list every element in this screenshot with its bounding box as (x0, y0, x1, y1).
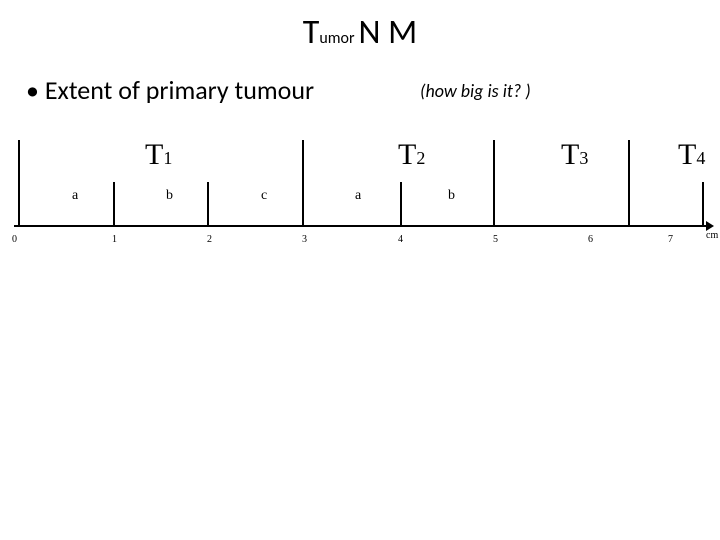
t-label-small: 4 (696, 148, 705, 168)
sub-label-3: a (355, 188, 361, 204)
axis-number-7: 7 (668, 234, 673, 245)
t-label-small: 1 (163, 148, 172, 168)
t-label-3: T3 (561, 138, 588, 172)
axis-number-4: 4 (398, 234, 403, 245)
tick-minor-0 (113, 182, 115, 225)
axis-line (14, 225, 707, 227)
sub-label-4: b (448, 188, 455, 204)
title-t: T (303, 12, 320, 53)
axis-number-1: 1 (112, 234, 117, 245)
sub-label-0: a (72, 188, 78, 204)
axis-number-5: 5 (493, 234, 498, 245)
t-label-small: 3 (579, 148, 588, 168)
tick-major-1 (302, 140, 304, 225)
how-big-text: (how big is it? ) (420, 80, 531, 102)
tick-major-0 (18, 140, 20, 225)
sub-label-2: c (261, 188, 267, 204)
t-label-1: T1 (145, 138, 172, 172)
axis-number-2: 2 (207, 234, 212, 245)
axis-number-6: 6 (588, 234, 593, 245)
tick-minor-2 (400, 182, 402, 225)
tick-minor-1 (207, 182, 209, 225)
title-umor: umor (319, 29, 354, 48)
tick-major-2 (493, 140, 495, 225)
t-label-big: T (398, 138, 416, 171)
t-label-big: T (678, 138, 696, 171)
t-label-4: T4 (678, 138, 705, 172)
t-label-big: T (145, 138, 163, 171)
t-label-small: 2 (416, 148, 425, 168)
tnm-diagram: T1T2T3T4abcab01234567cm (10, 130, 710, 280)
bullet-text: • Extent of primary tumour (26, 74, 314, 106)
sub-label-1: b (166, 188, 173, 204)
title-nm: N M (359, 12, 418, 53)
axis-unit-label: cm (706, 230, 718, 241)
tick-major-4 (702, 182, 704, 225)
tick-major-3 (628, 140, 630, 225)
t-label-big: T (561, 138, 579, 171)
page-title: Tumor N M (0, 12, 720, 53)
axis-number-0: 0 (12, 234, 17, 245)
t-label-2: T2 (398, 138, 425, 172)
axis-number-3: 3 (302, 234, 307, 245)
